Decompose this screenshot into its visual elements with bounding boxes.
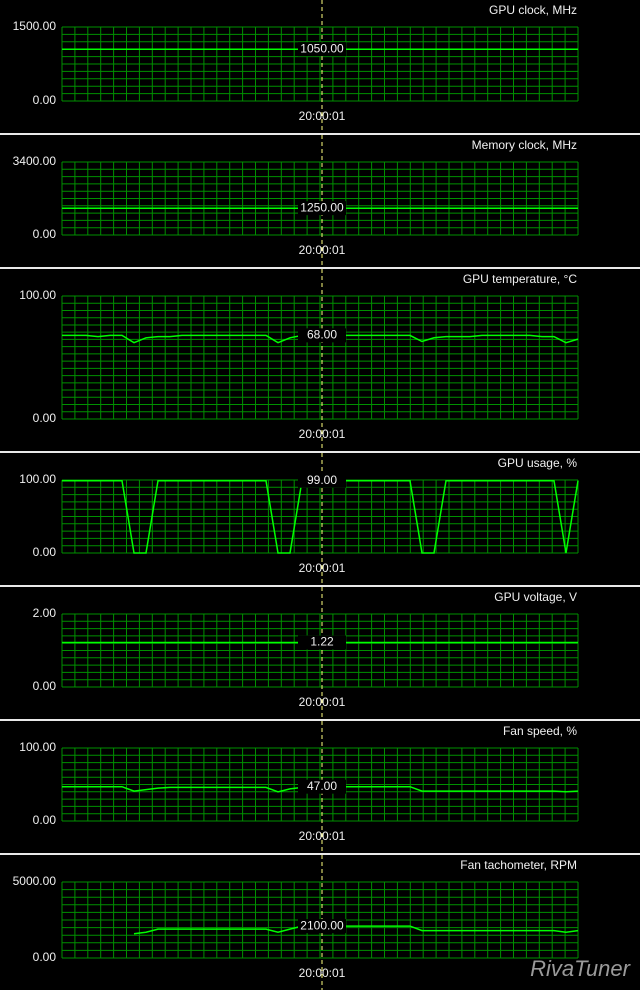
data-line [133,925,579,935]
y-tick-label: 0.00 [33,227,57,241]
cursor-time-label: 20:00:01 [299,695,346,709]
cursor-time-label: 20:00:01 [299,427,346,441]
monitor-panel: GPU usage, % 0.00 100.00 99.00 20:00:01 [0,451,640,585]
monitor-panel: Fan speed, % 0.00 100.00 47.00 20:00:01 [0,719,640,853]
monitor-panel: GPU clock, MHz 0.00 1500.00 1050.00 20:00:01 [13,0,579,133]
y-tick-label: 0.00 [33,679,57,693]
cursor-value-label: 1.22 [310,635,334,649]
watermark: RivaTuner [530,956,632,981]
monitor-panel: GPU voltage, V 0.00 2.00 1.22 20:00:01 [0,585,640,719]
y-tick-label: 100.00 [19,288,56,302]
y-tick-label: 100.00 [19,472,56,486]
cursor-label-bg [298,635,346,650]
panel-title: GPU voltage, V [494,590,577,604]
separator [0,133,640,135]
cursor-label-bg [298,201,346,216]
monitor-panel: Memory clock, MHz 0.00 3400.00 1250.00 20:00… [0,133,640,267]
cursor-time-label: 20:00:01 [299,243,346,257]
panel-title: Memory clock, MHz [472,138,577,152]
cursor-value-label: 1250.00 [300,200,344,214]
y-tick-label: 0.00 [33,411,57,425]
separator [0,853,640,855]
panel-title: GPU clock, MHz [489,3,577,17]
cursor-label-bg [298,473,346,488]
panel-title: Fan speed, % [503,724,577,738]
cursor-value-label: 47.00 [307,779,337,793]
y-tick-label: 0.00 [33,93,57,107]
cursor-value-label: 68.00 [307,328,337,342]
cursor-label-bg [298,779,346,794]
separator [0,585,640,587]
cursor-label-bg [298,42,346,57]
cursor-time-label: 20:00:01 [299,966,346,980]
y-tick-label: 100.00 [19,740,56,754]
cursor-label-bg [298,919,346,934]
separator [0,451,640,453]
y-tick-label: 5000.00 [13,874,57,888]
y-tick-label: 2.00 [33,606,57,620]
y-tick-label: 1500.00 [13,19,57,33]
y-tick-label: 3400.00 [13,154,57,168]
monitor-panel: GPU temperature, °C 0.00 100.00 68.00 20:00:… [0,267,640,451]
cursor-value-label: 99.00 [307,473,337,487]
y-tick-label: 0.00 [33,813,57,827]
separator [0,267,640,269]
y-tick-label: 0.00 [33,545,57,559]
monitor-panel: Fan tachometer, RPM 0.00 5000.00 2100.00 20:… [0,853,640,990]
panel-title: GPU usage, % [498,456,578,470]
cursor-time-label: 20:00:01 [299,109,346,123]
panel-title: Fan tachometer, RPM [460,858,577,872]
y-tick-label: 0.00 [33,950,57,964]
separator [0,719,640,721]
cursor-value-label: 2100.00 [300,918,344,932]
panel-title: GPU temperature, °C [463,272,578,286]
cursor-time-label: 20:00:01 [299,561,346,575]
cursor-label-bg [298,328,346,343]
cursor-time-label: 20:00:01 [299,829,346,843]
cursor-value-label: 1050.00 [300,41,344,55]
